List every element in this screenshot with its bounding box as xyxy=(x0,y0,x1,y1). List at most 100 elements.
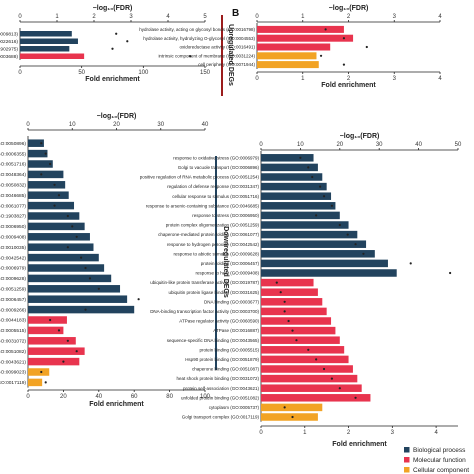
a-up-top-tick-label: 4 xyxy=(166,14,170,20)
b-up-top-tick-label: 0 xyxy=(255,14,259,20)
a-down-fdr-point xyxy=(57,194,61,197)
b-up-top-tick-label: 1 xyxy=(301,14,305,20)
b-down-fdr-point xyxy=(275,281,278,284)
a-up-bottom-tick-label: 0 xyxy=(18,70,22,76)
a-down-bar xyxy=(28,253,99,262)
a-down-top-tick-label: 30 xyxy=(157,122,164,128)
b-up-category-label: oxidoreductase activity (GO:0016491) xyxy=(179,45,255,50)
legend-label-cell: Cellular component xyxy=(413,467,469,474)
a-up-category-label: mitotic DNA replication (GO:1902975) xyxy=(0,46,18,52)
a-down-fdr-point xyxy=(53,204,56,207)
legend-label-bio: Biological process xyxy=(413,447,466,454)
b-down-category-label: protein folding (GO:0006457) xyxy=(201,261,260,266)
b-down-category-label: positive regulation of RNA metabolic pro… xyxy=(140,175,260,180)
b-down-bar xyxy=(261,346,345,354)
b-down-bar xyxy=(261,240,367,248)
b-down-bar xyxy=(261,192,332,200)
b-down-bar xyxy=(261,403,323,412)
a-up-top-tick-label: 5 xyxy=(203,14,207,20)
a-down-bar xyxy=(28,357,80,366)
a-up-top-tick-label: 3 xyxy=(129,14,133,20)
b-down-top-tick-label: 40 xyxy=(415,142,422,148)
a-up-bottom-tick-label: 50 xyxy=(78,70,85,76)
b-down-bottom-tick-label: 4 xyxy=(434,430,438,436)
b-down-category-label: response to stress (GO:0006950) xyxy=(192,213,259,218)
b-down-bar xyxy=(261,374,358,383)
a-down-category-label: response to inorganic substance (GO:0010… xyxy=(0,245,26,251)
a-down-category-label: response to heat (GO:0009408) xyxy=(0,234,26,240)
b-down-fdr-point xyxy=(279,291,282,294)
b-down-top-tick-label: 20 xyxy=(336,142,343,148)
b-up-bottom-tick-label: 2 xyxy=(347,76,351,82)
a-down-bar xyxy=(28,170,64,179)
b-up-fdr-point xyxy=(365,45,368,49)
b-down-bottom-tick-label: 2 xyxy=(347,430,351,436)
b-down-fdr-point xyxy=(291,415,294,419)
legend-label-mol: Molecular function xyxy=(413,457,466,464)
b-down-fdr-point xyxy=(299,156,302,159)
b-down-bar xyxy=(261,202,336,210)
b-down-category-label: response to arsenic-containing substance… xyxy=(146,203,260,208)
a-up-category-label: DNA replication origin binding (GO:00036… xyxy=(0,54,18,60)
legend-swatch-cell xyxy=(404,467,410,473)
b-up-category-label: hydrolase activity, hydrolyzing O-glycos… xyxy=(143,36,255,41)
b-down-fdr-point xyxy=(315,214,318,217)
b-down-category-label: Golgi to vacuole transport (GO:0006896) xyxy=(178,165,260,170)
b-down-category-label: ubiquitin-like protein transferase activ… xyxy=(150,280,259,285)
b-down-bar xyxy=(261,154,314,162)
b-down-fdr-point xyxy=(283,300,286,303)
b-down-category-label: DNA-binding transcription factor activit… xyxy=(150,309,259,314)
a-down-top-tick-label: 40 xyxy=(202,122,209,128)
b-down-fdr-point xyxy=(354,396,357,399)
b-down-fdr-point xyxy=(362,252,365,255)
a-down-fdr-point xyxy=(49,318,52,322)
b-up-fdr-point xyxy=(342,37,346,40)
b-down-bar xyxy=(261,221,349,229)
b-down-bottom-tick-label: 0 xyxy=(259,430,263,436)
a-down-category-label: chaperone-mediated protein folding (GO:0… xyxy=(0,203,26,209)
a-down-bar xyxy=(28,149,48,158)
b-down-fdr-point xyxy=(287,319,290,323)
a-down-bar xyxy=(28,337,76,345)
b-up-top-tick-label: 2 xyxy=(347,14,351,20)
a-down-fdr-point xyxy=(75,350,78,353)
a-down-fdr-point xyxy=(44,152,47,155)
b-down-category-label: response to oxidative stress (GO:0006979… xyxy=(173,155,259,160)
b-down-fdr-point xyxy=(322,195,326,198)
b-down-bar xyxy=(261,307,327,316)
a-up-xlabel: Fold enrichment xyxy=(85,76,140,83)
a-down-bar xyxy=(28,295,128,303)
a-down-bar xyxy=(28,285,121,293)
a-down-fdr-point xyxy=(53,183,56,186)
a-up-bar xyxy=(20,46,70,52)
b-up-fdr-point xyxy=(342,63,346,66)
legend-swatch-bio xyxy=(404,447,410,453)
a-down-bottom-tick-label: 60 xyxy=(131,394,138,400)
b-down-bar xyxy=(261,259,388,268)
a-up-bottom-tick-label: 100 xyxy=(138,70,149,76)
legend-swatch-mol xyxy=(404,457,410,463)
b-down-fdr-point xyxy=(330,204,334,207)
b-down-bar xyxy=(261,278,314,287)
b-down-bar xyxy=(261,336,340,344)
b-down-bar xyxy=(261,250,375,258)
b-down-category-label: heat shock protein binding (GO:0031072) xyxy=(176,376,259,381)
b-down-bottom-tick-label: 1 xyxy=(303,430,307,436)
b-down-category-label: protein complex oligomerization (GO:0051… xyxy=(166,223,260,228)
b-down-top-tick-label: 10 xyxy=(297,142,304,148)
b-down-bar xyxy=(261,211,340,220)
a-down-bar xyxy=(28,191,69,199)
a-up-fdr-point xyxy=(115,32,118,35)
a-down-category-label: vesicle tethering complex (GO:0099023) xyxy=(0,370,26,376)
b-down-fdr-point xyxy=(330,377,334,380)
a-up-top-tick-label: 1 xyxy=(55,14,59,20)
a-down-bar xyxy=(28,368,50,376)
b-down-bar xyxy=(261,298,323,306)
a-down-bar xyxy=(28,181,66,189)
b-up-bar xyxy=(257,34,354,42)
b-up-fdr-point xyxy=(324,28,327,31)
b-down-fdr-point xyxy=(449,271,452,275)
b-up-category-label: intrinsic component of membrane (GO:0031… xyxy=(158,53,255,58)
b-up-xlabel: Fold enrichment xyxy=(321,82,376,89)
b-down-xlabel: Fold enrichment xyxy=(332,441,387,448)
